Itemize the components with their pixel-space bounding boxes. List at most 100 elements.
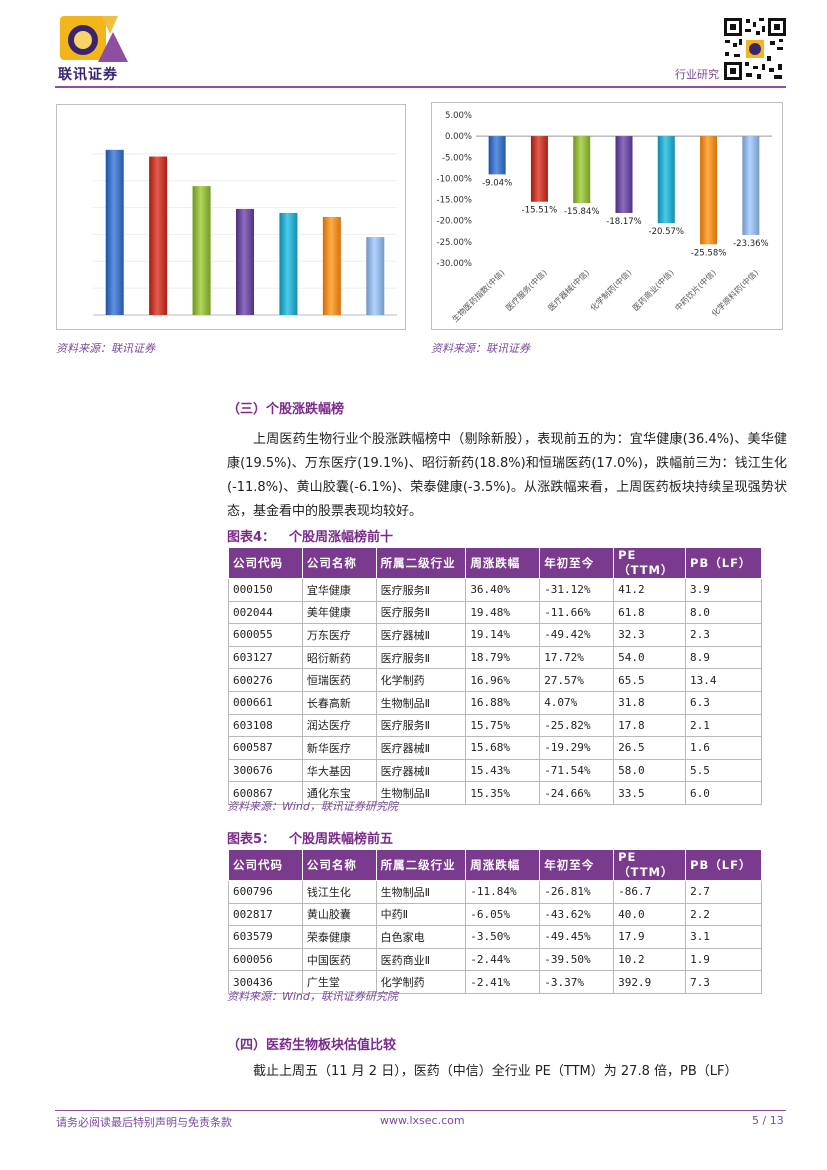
footer-divider: [55, 1110, 786, 1111]
table-cell: 生物制品Ⅱ: [375, 781, 467, 805]
table-cell: 黄山胶囊: [301, 902, 377, 927]
table-cell: 002817: [228, 902, 303, 927]
column-header: 年初至今: [539, 849, 615, 881]
table-cell: -39.50%: [539, 947, 615, 972]
table-cell: 19.14%: [465, 623, 541, 647]
table-row: 600055 万东医疗 医疗器械Ⅱ 19.14% -49.42% 32.3 2.3: [228, 623, 762, 647]
bar: [742, 136, 760, 235]
column-header: 所属二级行业: [375, 849, 467, 881]
table-cell: 6.0: [685, 781, 762, 805]
column-header: 所属二级行业: [375, 547, 467, 579]
table-cell: 27.57%: [539, 668, 615, 692]
table-cell: -3.37%: [539, 970, 615, 994]
table-cell: 荣泰健康: [301, 925, 377, 949]
bar: [615, 136, 633, 213]
table-cell: 17.72%: [539, 645, 615, 670]
table-cell: 16.96%: [465, 668, 541, 692]
table-cell: 白色家电: [375, 925, 467, 949]
y-tick-label: 5.00%: [445, 111, 472, 121]
report-type: 行业研究: [675, 68, 719, 81]
table-cell: -24.66%: [539, 781, 615, 805]
footer-website-link[interactable]: www.lxsec.com: [380, 1114, 465, 1127]
table-cell: 3.1: [685, 925, 762, 949]
footer-disclaimer[interactable]: 请务必阅读最后特别声明与免责条款: [56, 1116, 232, 1129]
table-cell: 1.9: [685, 947, 762, 972]
table-cell: 5.5: [685, 758, 762, 783]
y-tick-label: 0.00%: [445, 132, 472, 142]
table-cell: -11.84%: [465, 880, 541, 904]
table-cell: 300676: [228, 758, 303, 783]
figure-4-number: 图表4：: [227, 530, 276, 545]
right-chart-svg: 5.00% 0.00% -5.00% -10.00% -15.00% -20.00% -25…: [437, 111, 772, 324]
table-row: 002817 黄山胶囊 中药Ⅱ -6.05% -43.62% 40.0 2.2: [228, 902, 762, 927]
table-cell: 化学制药: [375, 668, 467, 692]
bar: [279, 212, 298, 315]
bar: [236, 208, 254, 315]
table-cell: 医疗器械Ⅱ: [375, 623, 467, 647]
data-label: -20.57%: [649, 227, 684, 237]
table-cell: 2.7: [685, 880, 762, 904]
figure-5-caption: 个股周跌幅榜前五: [289, 832, 394, 847]
table-cell: 600055: [228, 623, 303, 647]
table-cell: 新华医疗: [301, 736, 377, 760]
data-label: -9.04%: [482, 178, 512, 188]
table-cell: 600056: [228, 947, 303, 972]
table-cell: 40.0: [613, 902, 687, 927]
table-cell: 600587: [228, 736, 303, 760]
table-cell: -71.54%: [539, 758, 615, 783]
section-3-paragraph: 上周医药生物行业个股涨跌幅榜中（剔除新股），表现前五的为：宜华健康(36.4%)…: [227, 432, 787, 519]
category-label: 医药商业(中信): [630, 267, 675, 312]
table-cell: 华大基因: [301, 758, 377, 783]
bar: [700, 136, 718, 245]
table-cell: -2.44%: [465, 947, 541, 972]
table-cell: 昭衍新药: [301, 645, 377, 670]
column-header: PE（TTM）: [613, 849, 687, 881]
table-row: 600056 中国医药 医药商业Ⅱ -2.44% -39.50% 10.2 1.9: [228, 947, 762, 972]
table-cell: 广生堂: [301, 970, 377, 994]
section-3-title: （三）个股涨跌幅榜: [227, 402, 345, 417]
bar: [366, 237, 385, 315]
table-cell: 医药商业Ⅱ: [375, 947, 467, 972]
column-header: 周涨跌幅: [465, 849, 541, 881]
table-row: 000661 长春高新 生物制品Ⅱ 16.88% 4.07% 31.8 6.3: [228, 690, 762, 715]
table-row: 603579 荣泰健康 白色家电 -3.50% -49.45% 17.9 3.1: [228, 925, 762, 949]
table-cell: 000150: [228, 578, 303, 602]
figure-5-source: 资料来源：Wind，联讯证券研究院: [227, 990, 398, 1003]
table-header-row: 公司代码 公司名称 所属二级行业 周涨跌幅 年初至今 PE（TTM） PB（LF）: [228, 849, 762, 881]
column-header: PB（LF）: [685, 849, 762, 881]
table-cell: 8.9: [685, 645, 762, 670]
table-cell: -2.41%: [465, 970, 541, 994]
bar: [657, 136, 675, 224]
table-cell: 3.9: [685, 578, 762, 602]
y-tick-label: -30.00%: [437, 259, 472, 269]
bar: [573, 136, 591, 204]
table-cell: 7.3: [685, 970, 762, 994]
left-bar-chart: [56, 104, 406, 330]
section-4-title: （四）医药生物板块估值比较: [227, 1038, 397, 1053]
footer-page-number: 5 / 13: [752, 1114, 784, 1127]
table-cell: 17.8: [613, 713, 687, 738]
header-divider: [55, 86, 786, 88]
table-row: 000150 宜华健康 医疗服务Ⅱ 36.40% -31.12% 41.2 3.9: [228, 578, 762, 602]
table-cell: 长春高新: [301, 690, 377, 715]
table-cell: 41.2: [613, 578, 687, 602]
table-cell: 1.6: [685, 736, 762, 760]
table-cell: -31.12%: [539, 578, 615, 602]
figure-5-title: 图表5： 个股周跌幅榜前五: [227, 828, 393, 847]
table-cell: 002044: [228, 600, 303, 625]
table-cell: 钱江生化: [301, 880, 377, 904]
column-header: 公司代码: [228, 547, 303, 579]
table-cell: 医疗服务Ⅱ: [375, 600, 467, 625]
y-tick-label: -5.00%: [442, 153, 472, 163]
bar: [105, 149, 124, 315]
table-cell: 2.3: [685, 623, 762, 647]
table-cell: 万东医疗: [301, 623, 377, 647]
data-label: -15.51%: [522, 206, 557, 216]
table-cell: 中药Ⅱ: [375, 902, 467, 927]
table-cell: 54.0: [613, 645, 687, 670]
table-cell: 61.8: [613, 600, 687, 625]
table-cell: 15.43%: [465, 758, 541, 783]
category-label: 医疗器械(中信): [546, 267, 591, 312]
table-cell: -43.62%: [539, 902, 615, 927]
bar: [322, 216, 341, 315]
